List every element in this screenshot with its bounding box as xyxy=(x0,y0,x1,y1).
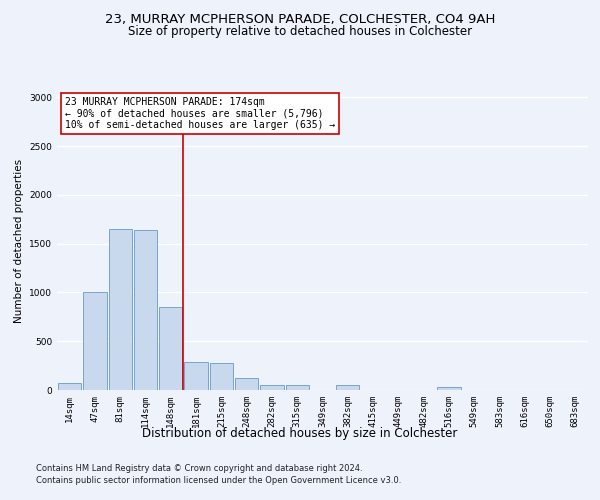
Bar xyxy=(437,387,461,390)
Bar xyxy=(210,362,233,390)
Bar xyxy=(184,362,208,390)
Bar xyxy=(235,378,258,390)
Bar xyxy=(83,292,107,390)
Text: Contains public sector information licensed under the Open Government Licence v3: Contains public sector information licen… xyxy=(36,476,401,485)
Text: Distribution of detached houses by size in Colchester: Distribution of detached houses by size … xyxy=(142,428,458,440)
Text: Contains HM Land Registry data © Crown copyright and database right 2024.: Contains HM Land Registry data © Crown c… xyxy=(36,464,362,473)
Bar xyxy=(109,229,132,390)
Text: 23, MURRAY MCPHERSON PARADE, COLCHESTER, CO4 9AH: 23, MURRAY MCPHERSON PARADE, COLCHESTER,… xyxy=(105,12,495,26)
Bar xyxy=(58,383,81,390)
Y-axis label: Number of detached properties: Number of detached properties xyxy=(14,159,23,324)
Text: Size of property relative to detached houses in Colchester: Size of property relative to detached ho… xyxy=(128,25,472,38)
Text: 23 MURRAY MCPHERSON PARADE: 174sqm
← 90% of detached houses are smaller (5,796)
: 23 MURRAY MCPHERSON PARADE: 174sqm ← 90%… xyxy=(65,97,335,130)
Bar xyxy=(260,384,284,390)
Bar xyxy=(159,307,182,390)
Bar xyxy=(134,230,157,390)
Bar xyxy=(336,384,359,390)
Bar xyxy=(286,385,309,390)
